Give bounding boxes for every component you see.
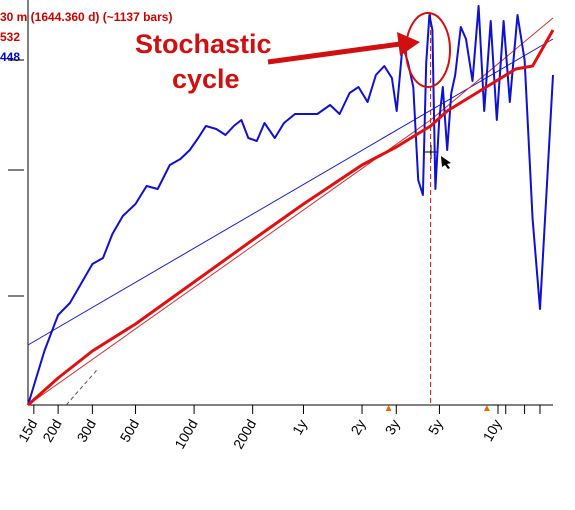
red-series-line <box>26 29 555 407</box>
x-tick-label: 3y <box>382 417 403 438</box>
annotation: Stochastic cycle <box>135 12 451 94</box>
x-tick-label: 1y <box>289 417 310 438</box>
event-marker <box>385 405 392 411</box>
event-marker <box>483 405 490 411</box>
x-tick-label: 50d <box>117 417 143 445</box>
red-trend-line <box>27 17 554 406</box>
x-tick-label: 5y <box>425 417 446 438</box>
x-tick-label: 2y <box>347 417 368 438</box>
blue-trend-line <box>27 38 554 346</box>
annotation-arrow-head <box>397 32 420 56</box>
chart-axes <box>8 0 553 406</box>
x-tick-label: 100d <box>171 417 200 452</box>
mouse-cursor-icon <box>441 156 451 169</box>
annotation-arrow-shaft <box>267 41 401 65</box>
header-value-red: 532 <box>0 30 21 44</box>
x-tick-label: 20d <box>39 417 65 445</box>
header-timeframe: 30 m (1644.360 d) (~1137 bars) <box>0 10 173 24</box>
blue-series-line <box>27 5 554 406</box>
chart-series <box>26 5 555 407</box>
x-tick-label: 200d <box>230 417 259 452</box>
annotation-line1: Stochastic <box>135 29 272 59</box>
annotation-line2: cycle <box>172 64 240 94</box>
x-tick-label: 10y <box>479 417 504 445</box>
x-tick-label: 30d <box>73 417 99 445</box>
dashed-guide-line <box>65 368 99 406</box>
x-tick-label: 15d <box>15 417 41 445</box>
